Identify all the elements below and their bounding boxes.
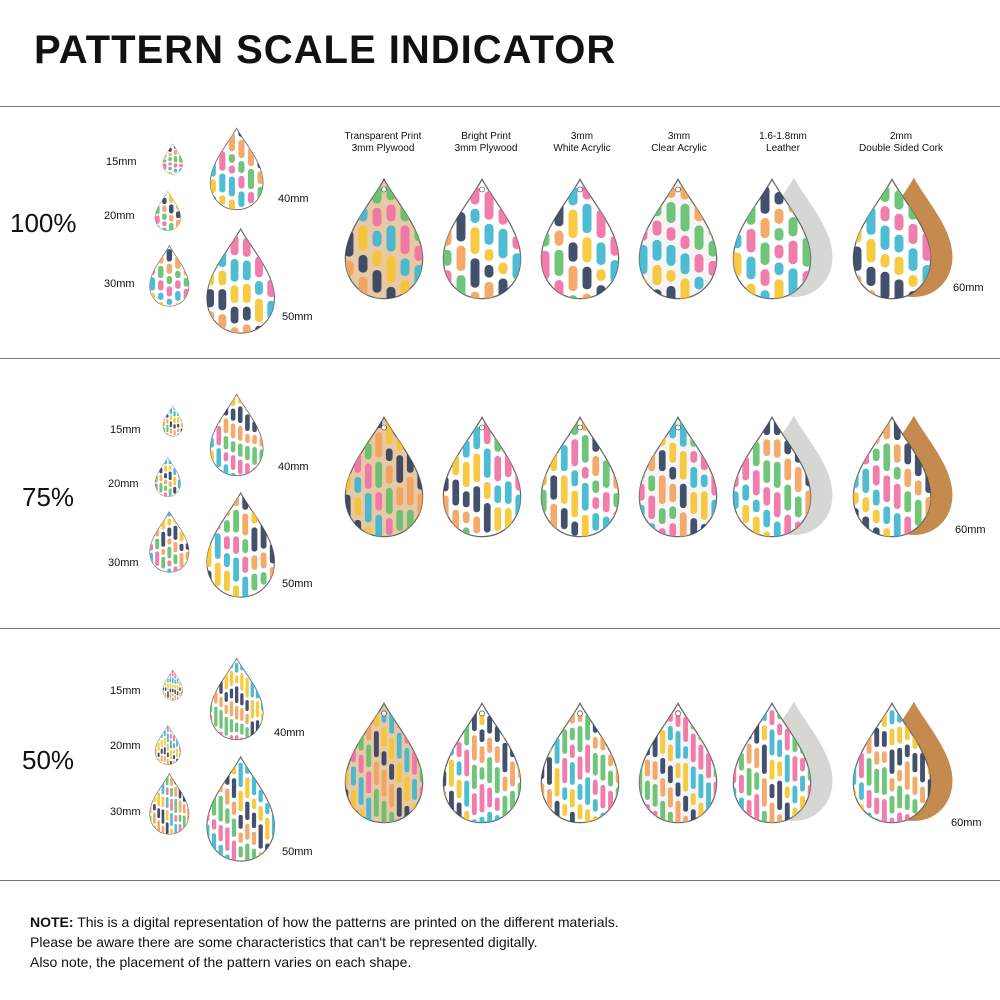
scale-label-100: 100% — [10, 208, 77, 238]
divider-2 — [0, 628, 1000, 629]
teardrop-transparent-plywood — [342, 700, 457, 826]
teardrop-bright-plywood — [440, 176, 555, 302]
teardrop-50mm — [204, 490, 304, 600]
teardrop-50mm — [204, 226, 304, 336]
teardrop-20mm — [154, 190, 190, 232]
divider-top — [0, 106, 1000, 107]
teardrop-white-acrylic — [538, 176, 653, 302]
teardrop-clear-acrylic — [636, 700, 751, 826]
note-line-3: Also note, the placement of the pattern … — [30, 954, 412, 970]
size-label-40mm: 40mm — [278, 461, 309, 473]
page-title: PATTERN SCALE INDICATOR — [34, 28, 617, 72]
teardrop-40mm — [208, 126, 288, 212]
teardrop-30mm — [148, 244, 204, 308]
teardrop-bright-plywood — [440, 700, 555, 826]
column-header-cork: 2mm Double Sided Cork — [859, 131, 943, 154]
note-line-1: This is a digital representation of how … — [73, 914, 619, 930]
teardrop-15mm — [162, 142, 190, 176]
teardrop-20mm — [154, 724, 190, 766]
teardrop-transparent-plywood — [342, 414, 457, 540]
size-label-50mm: 50mm — [282, 578, 313, 590]
column-header-bright-plywood: Bright Print 3mm Plywood — [454, 131, 518, 154]
size-label-60mm: 60mm — [953, 282, 984, 294]
size-label-50mm: 50mm — [282, 846, 313, 858]
teardrop-transparent-plywood — [342, 176, 457, 302]
teardrop-clear-acrylic — [636, 176, 751, 302]
size-label-15mm: 15mm — [110, 685, 141, 697]
size-label-30mm: 30mm — [104, 278, 135, 290]
size-label-40mm: 40mm — [274, 727, 305, 739]
teardrop-50mm — [204, 754, 304, 864]
size-label-15mm: 15mm — [106, 156, 137, 168]
teardrop-40mm — [208, 656, 288, 742]
teardrop-30mm — [148, 772, 204, 836]
size-label-15mm: 15mm — [110, 424, 141, 436]
teardrop-20mm — [154, 456, 190, 498]
scale-label-50: 50% — [22, 745, 75, 775]
size-label-60mm: 60mm — [955, 524, 986, 536]
size-label-20mm: 20mm — [108, 478, 139, 490]
teardrop-15mm — [162, 668, 190, 702]
size-label-40mm: 40mm — [278, 193, 309, 205]
teardrop-15mm — [162, 404, 190, 438]
teardrop-white-acrylic — [538, 700, 653, 826]
column-header-leather: 1.6-1.8mm Leather — [759, 131, 807, 154]
teardrop-cork — [850, 176, 960, 302]
teardrop-white-acrylic — [538, 414, 653, 540]
size-label-30mm: 30mm — [108, 557, 139, 569]
teardrop-cork — [850, 414, 960, 540]
teardrop-leather — [730, 414, 840, 540]
scale-label-75: 75% — [22, 482, 75, 512]
divider-bottom — [0, 880, 1000, 881]
size-label-20mm: 20mm — [110, 740, 141, 752]
teardrop-bright-plywood — [440, 414, 555, 540]
column-header-clear-acrylic: 3mm Clear Acrylic — [651, 131, 707, 154]
teardrop-leather — [730, 700, 840, 826]
teardrop-40mm — [208, 392, 288, 478]
note-label: NOTE: — [30, 914, 74, 930]
size-label-30mm: 30mm — [110, 806, 141, 818]
size-label-50mm: 50mm — [282, 311, 313, 323]
teardrop-cork — [850, 700, 960, 826]
teardrop-leather — [730, 176, 840, 302]
size-label-60mm: 60mm — [951, 817, 982, 829]
column-header-white-acrylic: 3mm White Acrylic — [553, 131, 611, 154]
divider-1 — [0, 358, 1000, 359]
size-label-20mm: 20mm — [104, 210, 135, 222]
note-line-2: Please be aware there are some character… — [30, 934, 538, 950]
column-header-transparent-plywood: Transparent Print 3mm Plywood — [344, 131, 422, 154]
teardrop-clear-acrylic — [636, 414, 751, 540]
teardrop-30mm — [148, 510, 204, 574]
disclaimer-note: NOTE: This is a digital representation o… — [30, 912, 619, 972]
